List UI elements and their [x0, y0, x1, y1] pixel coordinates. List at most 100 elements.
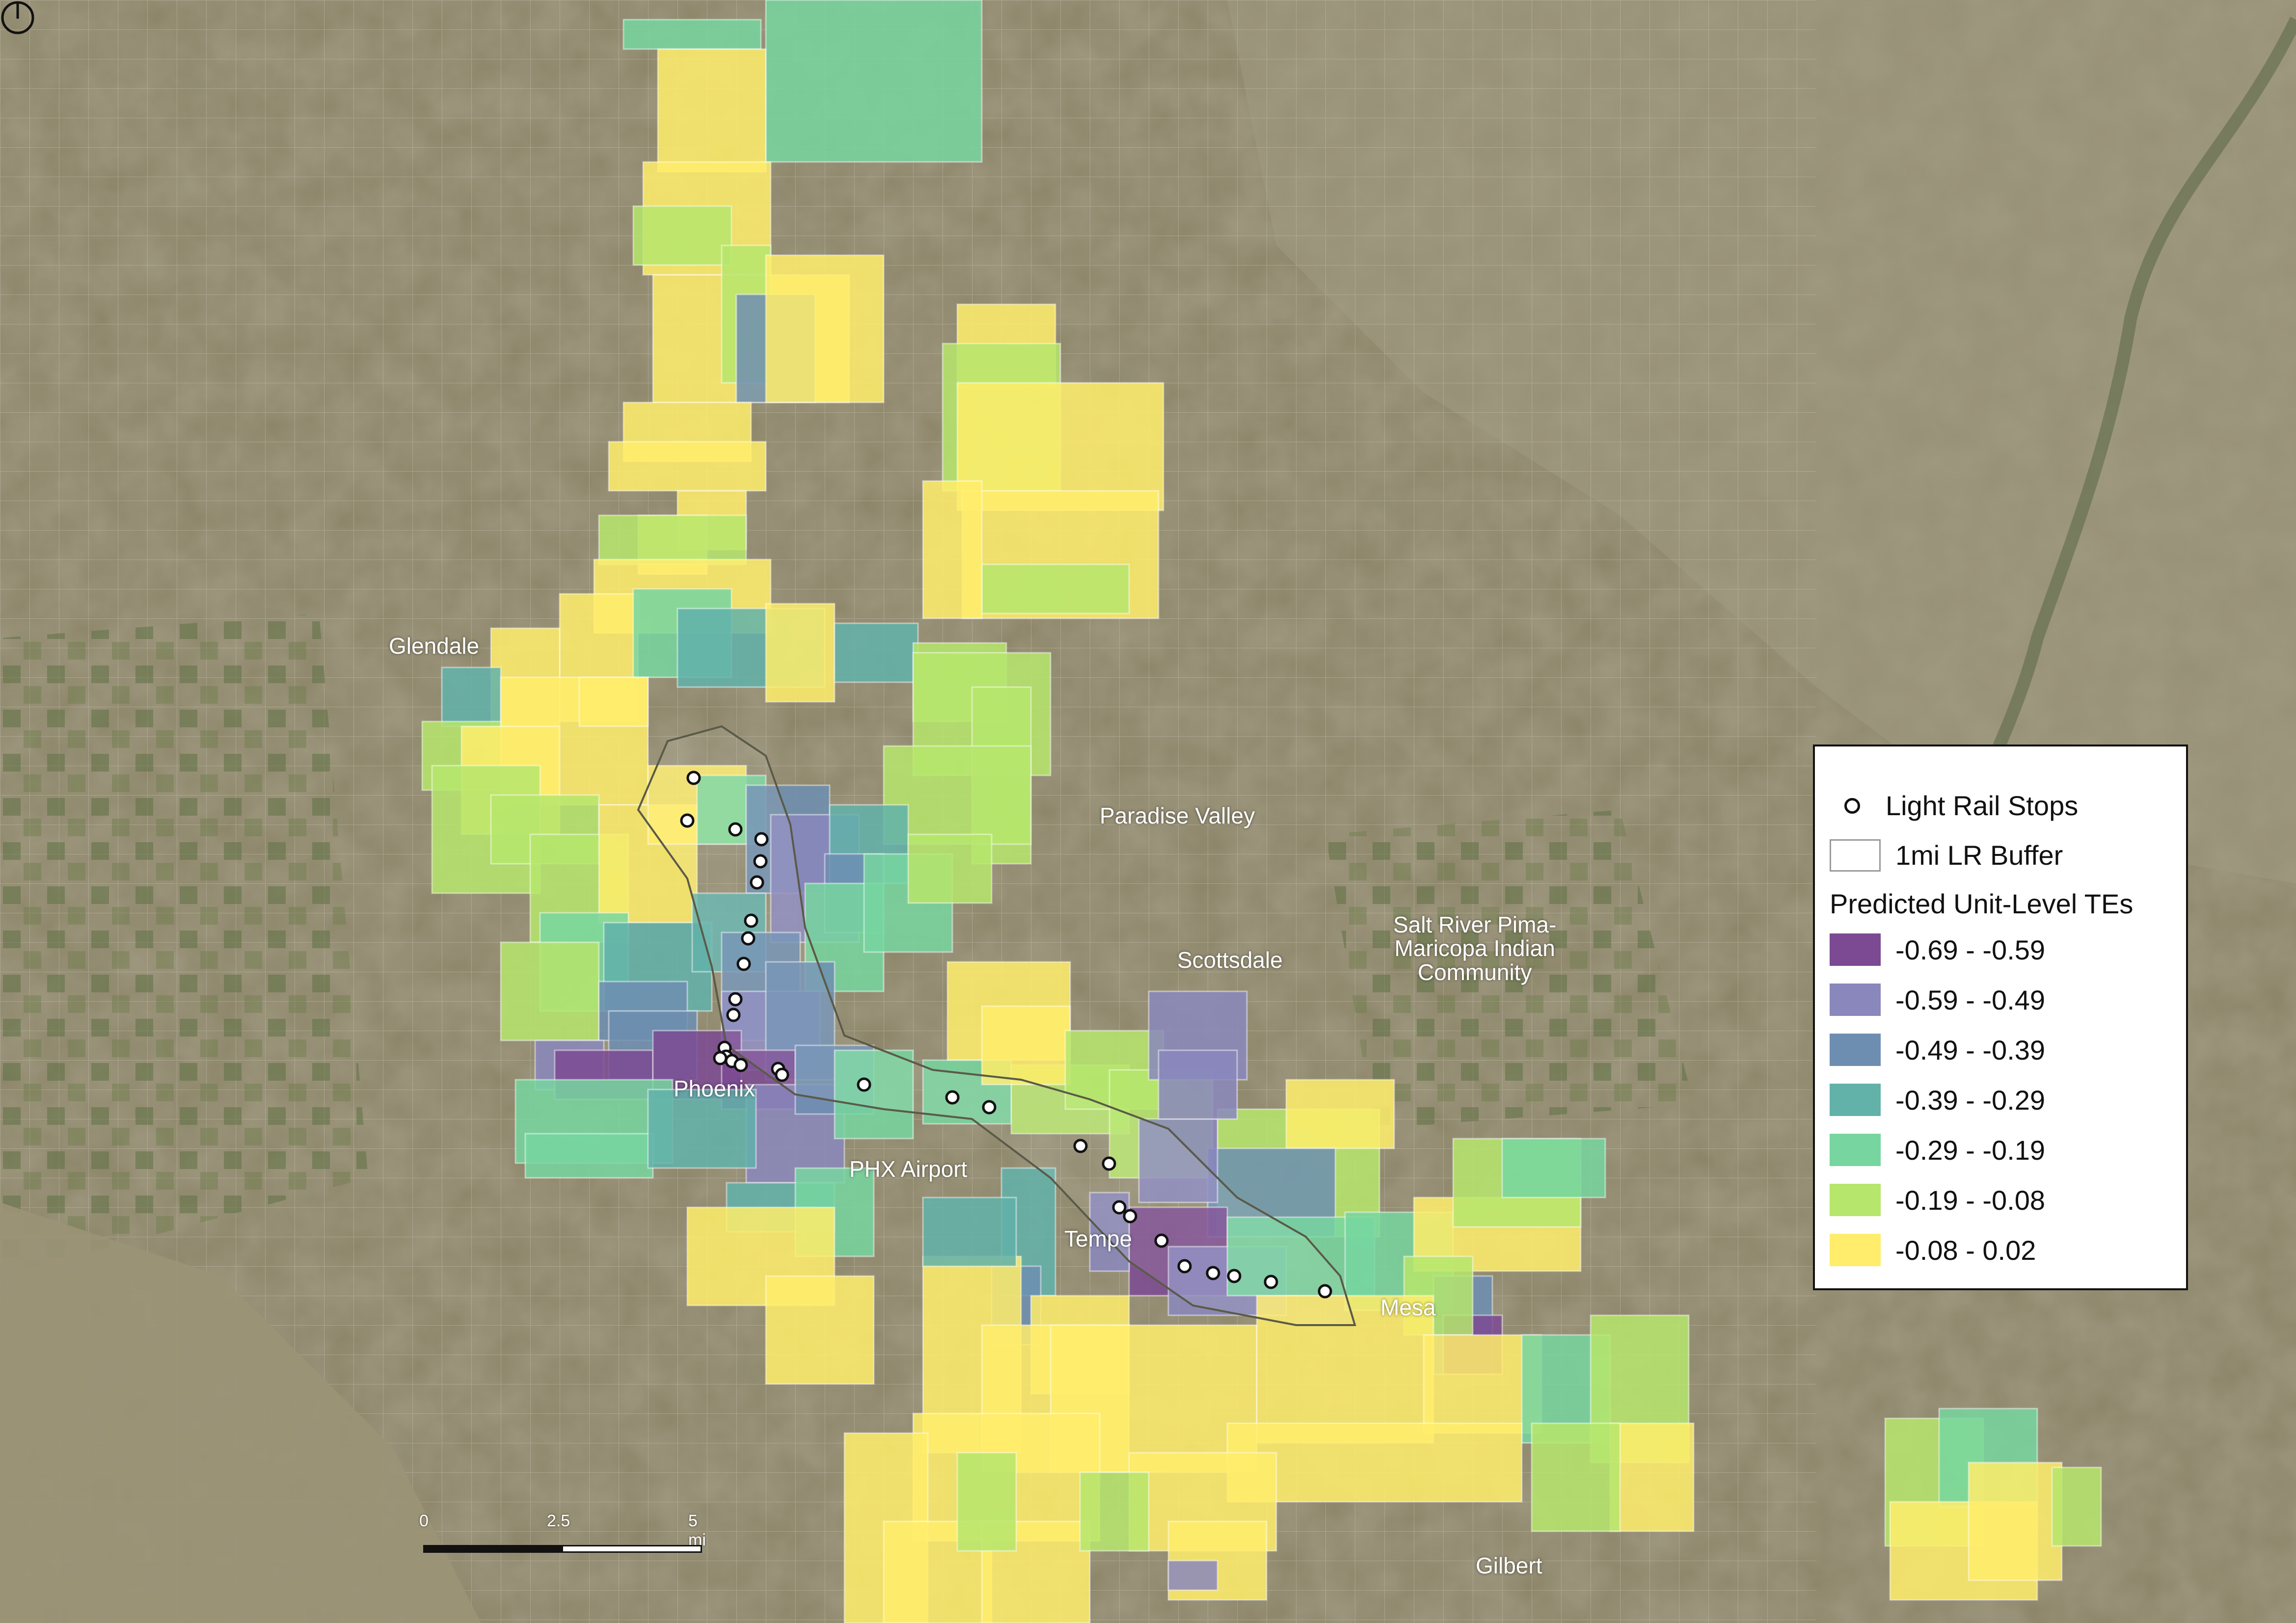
legend-class-row: -0.39 - -0.29 — [1830, 1075, 2162, 1125]
label-mesa: Mesa — [1380, 1295, 1436, 1320]
legend-buffer-label: 1mi LR Buffer — [1895, 840, 2063, 871]
te-unit — [1079, 1471, 1150, 1552]
legend-row-stops: Light Rail Stops — [1830, 781, 2162, 830]
legend-swatch — [1830, 984, 1881, 1016]
rail-stop-marker — [753, 854, 768, 869]
te-unit — [765, 254, 885, 403]
te-unit — [981, 1005, 1071, 1086]
legend-class-label: -0.69 - -0.59 — [1895, 934, 2046, 965]
scale-segment-light — [562, 1545, 702, 1553]
te-unit — [922, 1197, 1017, 1267]
legend-class-row: -0.49 - -0.39 — [1830, 1025, 2162, 1075]
rail-stop-marker — [713, 1051, 728, 1065]
rail-stop-marker — [733, 1058, 748, 1072]
rail-stop-marker — [754, 832, 769, 847]
scale-tick-5-mi: 5 mi — [688, 1512, 706, 1549]
te-unit — [1256, 1295, 1434, 1444]
rail-stop-marker — [1073, 1139, 1088, 1153]
label-salt-river-pima-maricopa-indian-community: Salt River Pima- Maricopa Indian Communi… — [1393, 912, 1557, 985]
te-unit — [1968, 1462, 2063, 1581]
te-unit — [765, 1275, 875, 1385]
te-unit — [834, 622, 919, 683]
stop-marker-icon — [1830, 798, 1875, 814]
te-unit — [657, 48, 767, 173]
te-unit — [765, 0, 983, 163]
te-unit — [1609, 1422, 1695, 1532]
te-unit — [500, 941, 600, 1041]
legend-class-row: -0.29 - -0.19 — [1830, 1125, 2162, 1175]
legend-class-label: -0.08 - 0.02 — [1895, 1234, 2036, 1266]
legend-heading: Predicted Unit-Level TEs — [1830, 888, 2134, 919]
te-unit — [981, 563, 1130, 614]
legend-swatch — [1830, 1234, 1881, 1266]
rail-stop-marker — [726, 1008, 741, 1022]
legend-class-row: -0.69 - -0.59 — [1830, 925, 2162, 975]
legend-class-label: -0.19 - -0.08 — [1895, 1184, 2046, 1216]
agricultural-fields-west — [0, 613, 368, 1276]
rail-stop-marker — [686, 771, 701, 785]
te-unit — [578, 676, 649, 727]
legend-class-label: -0.59 - -0.49 — [1895, 984, 2046, 1015]
label-paradise-valley: Paradise Valley — [1100, 803, 1255, 828]
scale-segment-dark — [423, 1545, 563, 1553]
te-unit — [1285, 1079, 1395, 1149]
te-unit — [2051, 1466, 2102, 1547]
rail-stop-marker — [1206, 1266, 1220, 1280]
rail-stop-marker — [744, 913, 758, 928]
map-legend: Light Rail Stops 1mi LR Buffer Predicted… — [1813, 745, 2188, 1290]
te-unit — [1138, 1118, 1218, 1203]
rail-stop-marker — [857, 1077, 871, 1092]
legend-class-label: -0.39 - -0.29 — [1895, 1084, 2046, 1116]
rail-stop-marker — [741, 931, 756, 946]
te-unit — [907, 833, 993, 904]
te-unit — [1531, 1422, 1621, 1532]
label-phx-airport: PHX Airport — [849, 1156, 968, 1182]
label-phoenix: Phoenix — [674, 1076, 756, 1101]
te-unit — [524, 1133, 654, 1179]
agricultural-fields-community — [1325, 810, 1694, 1129]
label-gilbert: Gilbert — [1476, 1553, 1542, 1578]
north-arrow-icon — [1, 1, 34, 34]
te-unit — [1158, 1049, 1238, 1120]
te-unit — [608, 441, 767, 492]
mountain-southwest — [0, 1202, 481, 1623]
rail-stop-marker — [728, 822, 743, 837]
legend-swatch — [1830, 1084, 1881, 1116]
rail-stop-marker — [1102, 1156, 1116, 1171]
legend-swatch — [1830, 933, 1881, 966]
rail-stop-marker — [1154, 1233, 1169, 1248]
buffer-swatch — [1830, 839, 1881, 872]
rail-stop-marker — [736, 957, 751, 971]
legend-class-label: -0.29 - -0.19 — [1895, 1134, 2046, 1166]
legend-swatch — [1830, 1184, 1881, 1216]
legend-swatch — [1830, 1034, 1881, 1066]
rail-stop-marker — [982, 1100, 997, 1115]
te-unit — [598, 514, 747, 565]
rail-stop-marker — [1112, 1200, 1127, 1215]
scale-tick-2-5: 2.5 — [547, 1512, 570, 1530]
te-unit — [922, 480, 983, 619]
legend-stops-label: Light Rail Stops — [1886, 790, 2079, 821]
te-unit — [647, 1089, 757, 1169]
rail-stop-marker — [1318, 1284, 1332, 1299]
rail-stop-marker — [728, 992, 743, 1007]
te-unit — [956, 1452, 1017, 1552]
label-glendale: Glendale — [389, 633, 480, 659]
te-unit — [441, 666, 502, 727]
te-unit — [632, 205, 732, 266]
rail-stop-marker — [680, 813, 695, 828]
rail-stop-marker — [1227, 1269, 1242, 1283]
buffer-zone — [637, 725, 1356, 1326]
rail-stop-marker — [945, 1090, 960, 1105]
legend-class-row: -0.08 - 0.02 — [1830, 1225, 2162, 1275]
light-rail-stops — [680, 771, 1332, 1299]
rail-stop-marker — [1264, 1275, 1278, 1289]
scale-tick-0: 0 — [419, 1512, 429, 1530]
label-scottsdale: Scottsdale — [1177, 947, 1283, 973]
legend-row-buffer: 1mi LR Buffer — [1830, 830, 2162, 880]
rail-stop-marker — [775, 1067, 789, 1082]
rail-stop-marker — [750, 875, 764, 890]
scale-bar: 0 2.5 5 mi — [419, 1512, 708, 1553]
treatment-effect-units — [421, 0, 2102, 1623]
